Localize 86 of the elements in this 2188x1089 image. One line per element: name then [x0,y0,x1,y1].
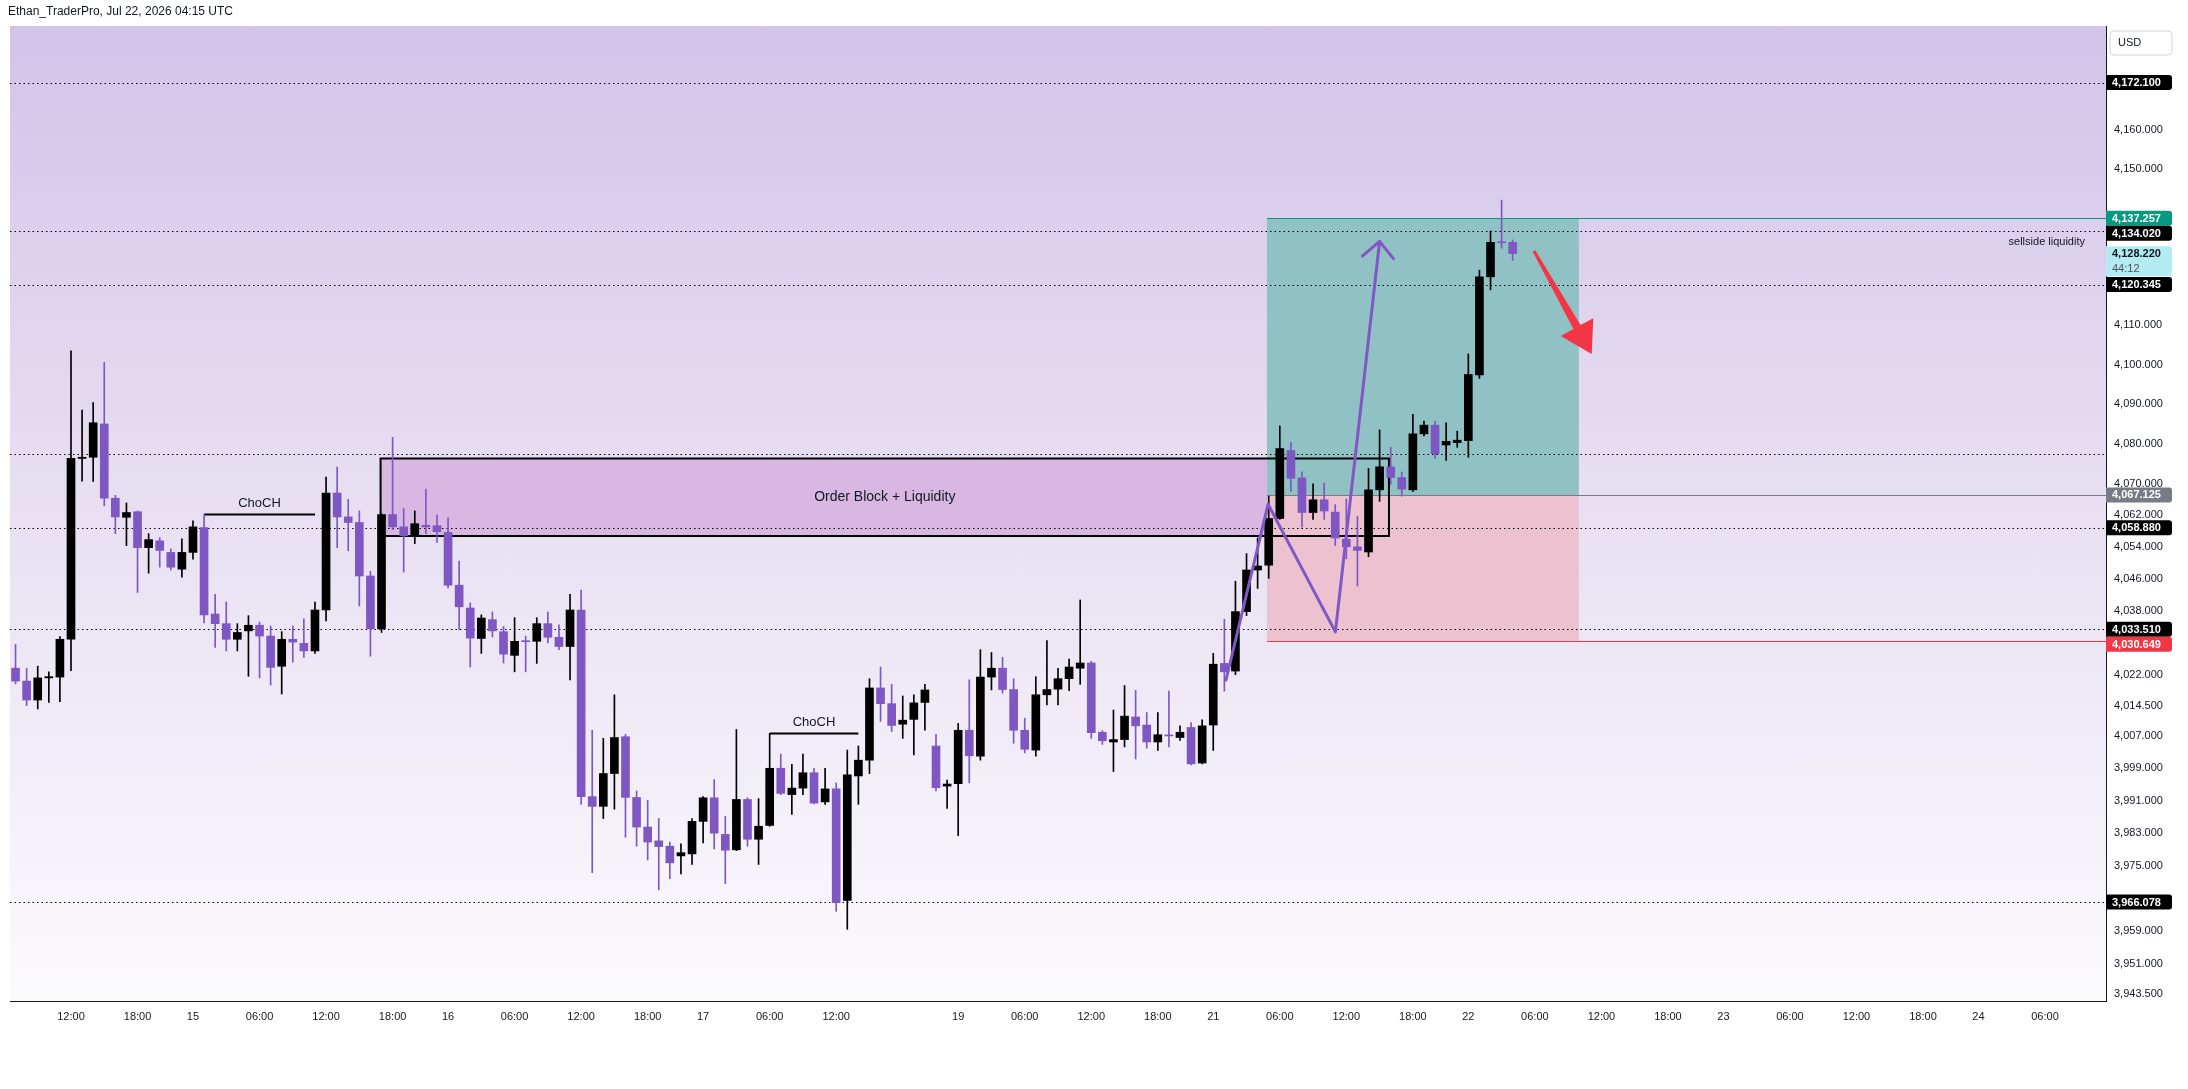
y-tick-label: 4,046.000 [2114,572,2163,585]
candlestick [787,763,797,815]
candlestick [643,799,652,861]
candlestick [1452,430,1462,448]
text: 44:12 [2112,262,2140,275]
x-tick-label: 16 [441,1009,455,1022]
x-tick-label: 12:00 [1332,1009,1361,1022]
x-tick-label: 06:00 [1266,1009,1294,1022]
x-tick-label: 18:00 [378,1009,407,1022]
x-tick-label: 06:00 [1776,1009,1804,1022]
y-tick-label: 4,022.000 [2114,668,2163,681]
x-tick-label: 12:00 [1077,1009,1106,1022]
ref-line-label: 4,172.100 [2112,76,2161,89]
candlestick [898,695,908,739]
x-tick-label: 12:00 [1587,1009,1616,1022]
y-tick-label: 4,038.000 [2114,604,2163,617]
y-tick-label: 4,007.000 [2114,728,2163,741]
x-tick-label: 12:00 [1842,1009,1871,1022]
candlestick [676,843,686,875]
x-tick-label: 12:00 [312,1009,340,1022]
candlestick [720,816,730,884]
y-tick-label: 4,160.000 [2114,122,2163,135]
x-tick-label: 18:00 [1399,1009,1427,1022]
y-tick-label: 3,999.000 [2114,761,2163,774]
x-tick-label: 06:00 [1521,1009,1549,1022]
y-tick-label: 4,100.000 [2114,357,2163,370]
text: 4,128.220 [2112,247,2161,260]
x-tick-label: 24 [1972,1009,1985,1022]
y-tick-label: 4,080.000 [2114,436,2163,449]
y-tick-label: 4,090.000 [2114,397,2163,410]
annotation: ChoCH [792,713,836,729]
y-tick-label: 3,983.000 [2114,826,2163,839]
ref-line-label: 4,067.125 [2112,488,2161,501]
x-tick-label: 06:00 [755,1009,784,1022]
annotation: sellside liquidity [2008,235,2086,248]
x-tick-label: 06:00 [245,1009,274,1022]
x-tick-label: 21 [1207,1009,1220,1022]
y-tick-label: 3,951.000 [2114,956,2163,969]
x-tick-label: 06:00 [1010,1009,1039,1022]
ref-line-label: 4,058.880 [2112,521,2161,534]
x-tick-label: 18:00 [123,1009,152,1022]
candlestick [44,671,54,703]
x-tick-label: 17 [697,1009,710,1022]
x-tick-label: 18:00 [1144,1009,1172,1022]
ref-line-label: 4,030.649 [2112,637,2161,650]
x-tick-label: 06:00 [500,1009,529,1022]
candlestick [587,729,597,873]
y-tick-label: 3,991.000 [2114,793,2163,806]
x-tick-label: 06:00 [2031,1009,2059,1022]
candlestick [654,818,664,891]
chart-title: Ethan_TraderPro, Jul 22, 2026 04:15 UTC [8,4,234,18]
x-tick-label: 22 [1462,1009,1475,1022]
candlestick [210,594,220,648]
candlestick [288,625,298,663]
y-tick-label: 4,014.500 [2114,698,2163,711]
y-axis-title: USD [2118,36,2142,49]
candlestick [964,679,974,784]
ref-line-label: 3,966.078 [2112,895,2161,908]
x-tick-label: 15 [186,1009,200,1022]
x-tick-label: 18:00 [1654,1009,1682,1022]
y-tick-label: 4,110.000 [2114,318,2163,331]
y-tick-label: 4,070.000 [2114,476,2163,489]
y-tick-label: 3,975.000 [2114,858,2163,871]
ref-line-label: 4,120.345 [2112,278,2161,291]
candlestick [1042,640,1052,706]
candlestick [1153,712,1163,751]
x-tick-label: 23 [1717,1009,1730,1022]
y-tick-label: 4,062.000 [2114,508,2163,521]
x-tick-label: 19 [952,1009,965,1022]
y-tick-label: 4,150.000 [2114,161,2163,174]
candlestick [521,635,531,673]
x-tick-label: 12:00 [567,1009,595,1022]
x-tick-label: 18:00 [1909,1009,1937,1022]
ref-line-label: 4,137.257 [2112,211,2161,224]
x-tick-label: 18:00 [633,1009,662,1022]
ref-line-label: 4,134.020 [2112,226,2161,239]
x-tick-label: 12:00 [822,1009,850,1022]
y-tick-label: 3,959.000 [2114,923,2163,936]
band-label: Order Block + Liquidity [814,488,956,505]
x-tick-label: 12:00 [57,1009,85,1022]
ref-line-label: 4,033.510 [2112,622,2161,635]
y-tick-label: 4,054.000 [2114,540,2163,553]
annotation: ChoCH [238,494,281,510]
y-tick-label: 3,943.500 [2114,987,2163,1000]
candlestick [399,508,409,573]
candlestick [343,499,353,552]
